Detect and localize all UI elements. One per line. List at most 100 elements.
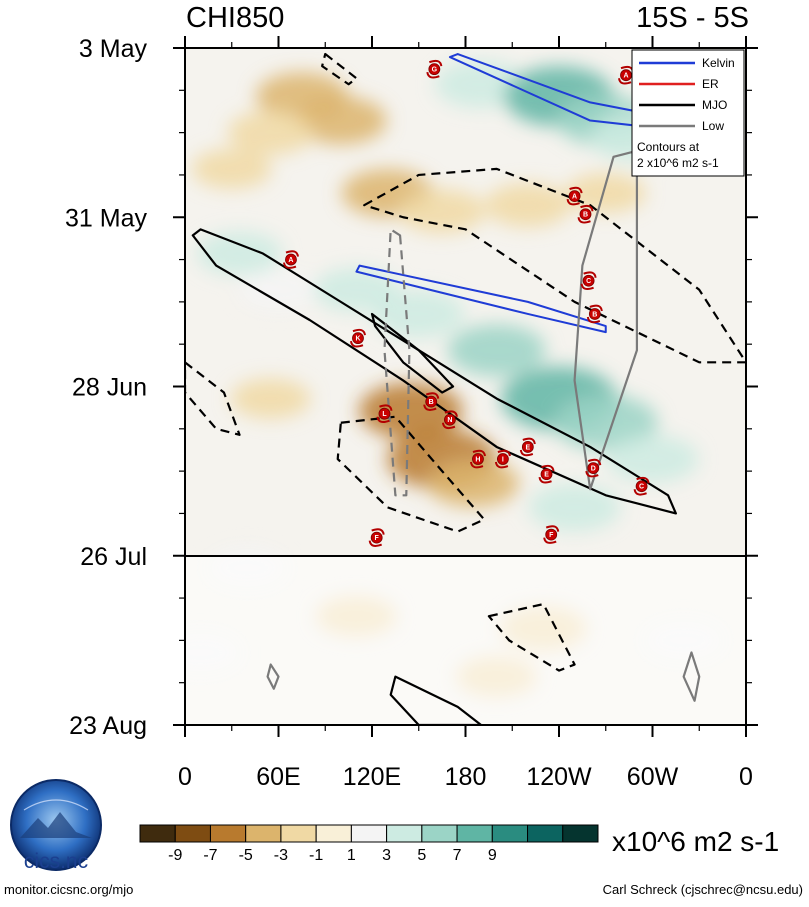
axis-ticks: 3 May 31 May 28 Jun 26 Jul 23 Aug 0 60E 120E 180… <box>65 35 758 791</box>
anomaly-blob <box>484 183 571 228</box>
storm-tail <box>282 250 299 269</box>
legend-note-line1: Contours at <box>637 140 700 154</box>
colorbar-tick-label: -1 <box>309 847 323 864</box>
title-right: 15S - 5S <box>636 2 749 34</box>
colorbar-tick-label: -7 <box>203 847 217 864</box>
legend-label-mjo: MJO <box>702 98 727 112</box>
storm-dot <box>370 531 383 544</box>
storm-label: D <box>591 466 596 473</box>
contour-mjo <box>336 415 486 533</box>
x-tick-label: 60E <box>256 763 300 791</box>
colorbar-tick-label: 1 <box>347 847 356 864</box>
storm-label: A <box>288 257 293 264</box>
storm-dot <box>496 453 509 465</box>
forecast-shading <box>185 556 746 725</box>
anomaly-blob <box>196 231 283 276</box>
anomaly-blob <box>399 189 486 234</box>
storm-marker: B <box>423 392 440 411</box>
anomaly-blob <box>230 378 311 419</box>
storm-dot <box>444 413 456 426</box>
storm-label: I <box>502 457 504 464</box>
colorbar-swatch <box>562 824 599 843</box>
y-tick-label: 26 Jul <box>80 543 147 571</box>
storm-marker: A <box>282 250 299 269</box>
anomaly-blob <box>227 110 314 155</box>
storm-marker: G <box>426 59 443 79</box>
contour-low <box>383 228 411 497</box>
storm-marker: E <box>519 437 536 457</box>
storm-tail <box>441 410 458 430</box>
colorbar-tick-label: -3 <box>274 847 288 864</box>
storm-dot <box>472 453 484 465</box>
anomaly-blob <box>447 324 546 377</box>
storm-label: F <box>375 535 380 542</box>
storm-tail <box>376 404 393 424</box>
colorbar-swatch <box>350 824 388 843</box>
storm-label: A <box>623 73 628 80</box>
colorbar-tick-label: -9 <box>168 847 182 864</box>
contour-kelvin <box>355 264 607 334</box>
storm-tail <box>423 392 440 411</box>
storm-tail <box>580 271 597 291</box>
storm-marker: F <box>543 525 560 544</box>
storm-dot <box>582 274 595 287</box>
storm-label: N <box>447 417 452 424</box>
storm-label: C <box>586 278 591 285</box>
storm-marker: N <box>441 410 458 430</box>
anomaly-blob <box>565 173 646 214</box>
x-tick-label: 0 <box>178 763 192 791</box>
colorbar-swatch <box>174 824 211 843</box>
legend-label-low: Low <box>702 119 724 133</box>
storm-tail <box>349 328 366 348</box>
storm-marker: D <box>585 458 602 478</box>
x-tick-label: 120E <box>343 763 401 791</box>
contour-layer <box>185 52 746 725</box>
cicsnc-logo: cics.nc <box>10 779 102 873</box>
contour-mjo <box>389 675 483 725</box>
storm-dot <box>568 190 581 202</box>
storm-dot <box>635 480 648 493</box>
storm-dot <box>378 407 391 420</box>
colorbar-swatch <box>209 824 247 843</box>
storm-tail <box>538 464 555 484</box>
contour-mjo <box>191 228 677 515</box>
units-label: x10^6 m2 s-1 <box>612 826 780 857</box>
storm-marker: C <box>580 271 597 291</box>
storm-label: E <box>544 472 549 479</box>
contour-mjo <box>370 312 455 394</box>
storm-marker: K <box>349 328 366 348</box>
contour-mjo <box>363 167 746 364</box>
storm-dot <box>588 308 601 320</box>
storm-marker: F <box>368 528 385 547</box>
contour-mjo <box>321 52 358 86</box>
title-left: CHI850 <box>186 2 285 34</box>
storm-marker: I <box>494 449 511 469</box>
footer-url: monitor.cicsnc.org/mjo <box>4 882 134 897</box>
storm-tail <box>469 449 486 469</box>
anomaly-blob <box>313 267 400 312</box>
y-tick-label: 31 May <box>65 204 147 232</box>
colorbar-tick-label: 7 <box>453 847 462 864</box>
anomaly-blob <box>553 394 658 451</box>
storm-marker: E <box>538 464 555 484</box>
footer-credit: Carl Schreck (cjschrec@ncsu.edu) <box>602 882 803 897</box>
colorbar-swatch <box>456 824 493 843</box>
storm-marker: A <box>566 186 583 206</box>
colorbar-swatch <box>527 824 564 843</box>
storm-layer: G A A B A C B K B L N E H I D E C F F <box>282 59 650 547</box>
storm-label: G <box>432 67 438 74</box>
storm-label: F <box>549 532 554 539</box>
storm-label: A <box>572 194 577 201</box>
storm-tail <box>426 59 443 79</box>
colorbar-tick-label: 9 <box>488 847 497 864</box>
anomaly-blob <box>427 459 520 508</box>
legend-label-er: ER <box>702 77 719 91</box>
colorbar-swatch <box>491 824 529 843</box>
storm-label: C <box>639 484 644 491</box>
storm-tail <box>633 476 650 496</box>
logo-text: cics.nc <box>24 850 88 873</box>
anomaly-blob <box>606 435 699 484</box>
storm-tail <box>368 528 385 547</box>
contour-low <box>266 663 280 690</box>
storm-dot <box>540 468 553 481</box>
